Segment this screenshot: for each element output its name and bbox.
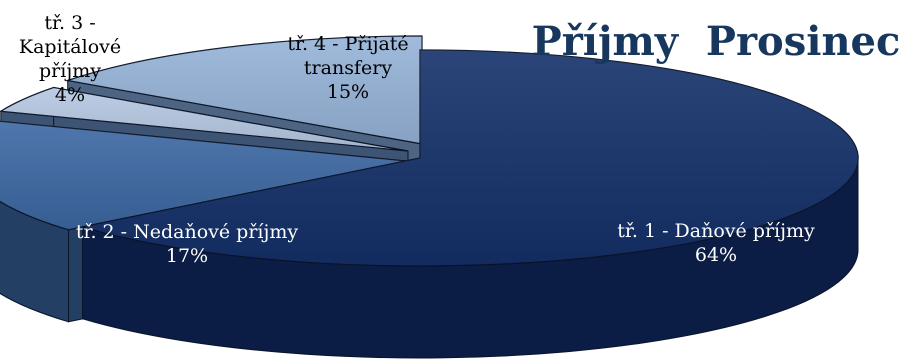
data-label-category: tř. 4 - Přijaté <box>287 33 408 55</box>
data-label-slice-1: tř. 1 - Daňové příjmy 64% <box>617 220 815 266</box>
data-label-value: 4% <box>55 84 85 106</box>
data-label-value: 15% <box>327 81 369 103</box>
data-label-category: transfery <box>304 57 392 79</box>
data-label-value: 17% <box>166 245 208 267</box>
pie-slice-4-shine <box>67 36 422 144</box>
data-label-slice-4: tř. 4 - Přijaté transfery 15% <box>287 33 408 103</box>
data-label-value: 64% <box>695 244 737 266</box>
data-label-category: tř. 1 - Daňové příjmy <box>617 220 815 242</box>
pie-slice-3-shine <box>0 87 409 151</box>
data-label-category: příjmy <box>39 60 101 82</box>
data-label-category: tř. 3 - <box>44 12 95 34</box>
pie-slices <box>0 35 859 359</box>
pie-slice-2-shine <box>0 121 406 230</box>
data-label-category: Kapitálové <box>19 36 121 58</box>
pie-slice-1 <box>82 49 859 359</box>
pie-slice-1-shine <box>82 49 859 266</box>
data-label-slice-2: tř. 2 - Nedaňové příjmy 17% <box>76 221 299 267</box>
chart-title: Příjmy Prosinec <box>532 18 901 65</box>
data-label-category: tř. 2 - Nedaňové příjmy <box>76 221 299 243</box>
pie-data-labels: tř. 1 - Daňové příjmy 64% tř. 2 - Nedaňové… <box>19 12 815 267</box>
data-label-slice-3: tř. 3 -Kapitálové příjmy 4% <box>19 12 121 106</box>
